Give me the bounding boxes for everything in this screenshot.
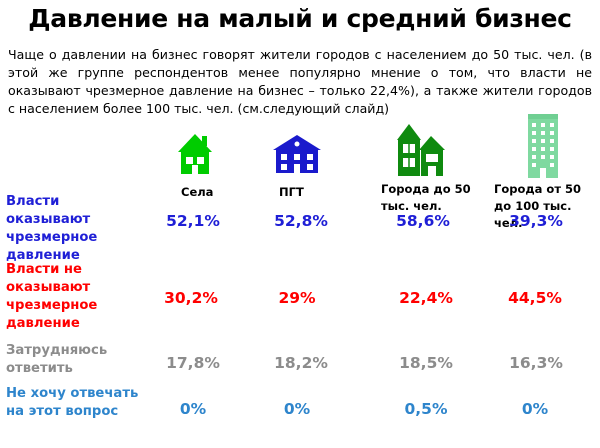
value-cell: 39,3% <box>509 212 563 230</box>
value-cell: 30,2% <box>164 289 218 307</box>
apartment-building-icon <box>528 114 558 178</box>
value-cell: 0,5% <box>404 400 448 418</box>
row-label-excessive-pressure: Власти оказывают чрезмерное давление <box>6 194 98 263</box>
column-label-towns-50k-100k: Города от 50 до 100 тыс. чел. <box>494 182 581 230</box>
value-cell: 0% <box>521 400 549 418</box>
column-label-villages: Села <box>181 185 214 199</box>
value-cell: 18,5% <box>399 354 453 372</box>
column-label-pgt: ПГТ <box>279 185 304 199</box>
value-cell: 44,5% <box>508 289 562 307</box>
cottage-icon <box>397 124 445 176</box>
value-cell: 16,3% <box>509 354 563 372</box>
value-cell: 22,4% <box>399 289 453 307</box>
two-storey-house-icon <box>273 135 321 173</box>
value-cell: 18,2% <box>274 354 328 372</box>
row-label-no-excessive-pressure: Власти не оказывают чрезмерное давление <box>6 262 98 331</box>
value-cell: 52,1% <box>166 212 220 230</box>
value-cell: 29% <box>278 289 316 307</box>
column-label-towns-up-to-50k: Города до 50 тыс. чел. <box>381 182 471 213</box>
row-label-refuse-to-answer: Не хочу отвечать на этот вопрос <box>6 386 139 419</box>
intro-paragraph: Чаще о давлении на бизнес говорят жители… <box>8 47 592 116</box>
value-cell: 52,8% <box>274 212 328 230</box>
row-label-hard-to-answer: Затрудняюсь ответить <box>6 343 108 376</box>
value-cell: 0% <box>283 400 311 418</box>
slide-title: Давление на малый и средний бизнес <box>28 4 572 33</box>
value-cell: 0% <box>179 400 207 418</box>
value-cell: 17,8% <box>166 354 220 372</box>
value-cell: 58,6% <box>396 212 450 230</box>
house-icon <box>178 134 212 174</box>
